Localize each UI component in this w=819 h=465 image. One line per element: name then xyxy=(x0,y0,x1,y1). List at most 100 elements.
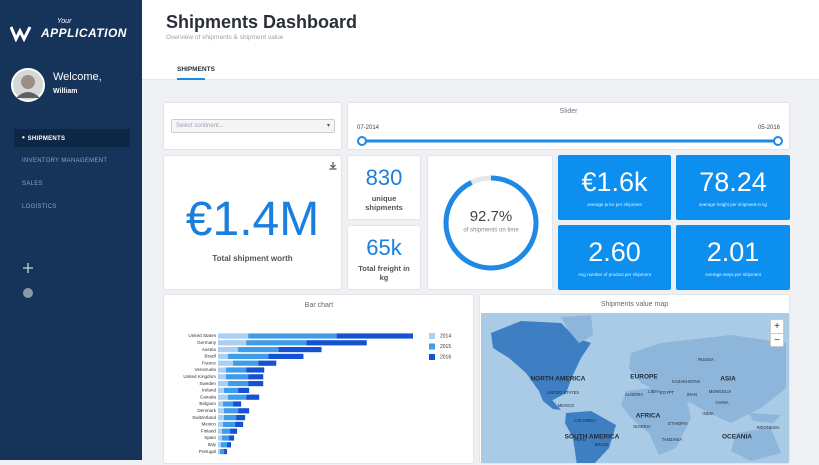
bar xyxy=(233,401,241,406)
bar xyxy=(268,354,303,359)
bar xyxy=(223,422,235,427)
bar xyxy=(238,408,249,413)
tab[interactable]: SHIPMENTS xyxy=(177,66,215,73)
bar xyxy=(224,388,238,393)
map-label: TANZANIA xyxy=(662,437,683,442)
download-icon[interactable] xyxy=(329,162,337,170)
kpi-value: 830 xyxy=(348,165,420,191)
kpi-tile: 78.24average freight per shipment in kg xyxy=(676,155,790,220)
bar xyxy=(218,388,224,393)
sidebar-icons[interactable] xyxy=(21,260,37,302)
bar xyxy=(226,367,246,372)
bar xyxy=(218,333,248,338)
bar xyxy=(218,367,226,372)
bar xyxy=(218,435,222,440)
map-label: AFRICA xyxy=(636,413,661,420)
map-label: KAZAKHSTAN xyxy=(672,379,700,384)
zoom-out[interactable]: − xyxy=(771,333,783,347)
bar xyxy=(235,422,243,427)
legend-swatch xyxy=(429,344,435,350)
map-label: EGYPT xyxy=(660,390,675,395)
bar xyxy=(218,374,226,379)
kpi-tile: €1.6k average price per shipment xyxy=(558,155,671,220)
zoom-in[interactable]: + xyxy=(771,320,783,333)
bar xyxy=(238,388,249,393)
map-label: OCEANIA xyxy=(722,434,752,441)
kpi-panel: 830 unique shipments xyxy=(347,155,421,220)
filter-panel: Select continent...▾ xyxy=(163,102,342,150)
avatar xyxy=(11,68,45,102)
bar xyxy=(228,395,246,400)
gauge-panel: 92.7% of shipments on time xyxy=(427,155,553,290)
kpi-label: Total shipment worth xyxy=(164,254,341,263)
bar xyxy=(230,429,237,434)
legend-label: 2016 xyxy=(440,354,451,360)
nav-item[interactable]: • SHIPMENTS xyxy=(14,129,130,147)
slider[interactable] xyxy=(356,135,784,147)
bar xyxy=(218,422,223,427)
bar xyxy=(218,395,228,400)
y-tick-label: Denmark xyxy=(197,408,216,413)
nav-item[interactable]: INVENTORY MANAGEMENT xyxy=(14,152,130,170)
bar xyxy=(218,347,238,352)
slider-min: 07-2014 xyxy=(357,125,379,131)
continent-select[interactable]: Select continent...▾ xyxy=(171,119,335,133)
map-label: EUROPE xyxy=(630,374,658,381)
kpi-value: 65k xyxy=(348,235,420,261)
bar xyxy=(226,374,248,379)
kpi-label: unique shipments xyxy=(360,194,408,212)
bar xyxy=(337,333,413,338)
map-label: UNITED STATES xyxy=(547,390,580,395)
kpi-tile: 2.60Avg number of product per shipment xyxy=(558,225,671,290)
map-label: ALGERIA xyxy=(625,392,643,397)
bar xyxy=(218,429,222,434)
bar xyxy=(236,415,245,420)
kpi-value: €1.6k xyxy=(558,167,671,198)
bar xyxy=(227,442,231,447)
y-tick-label: Finland xyxy=(201,428,217,433)
map-label: IRAN xyxy=(687,392,697,397)
kpi-panel: €1.4M Total shipment worth xyxy=(163,155,342,290)
bar xyxy=(218,381,228,386)
kpi-value: 2.01 xyxy=(676,237,790,268)
legend-swatch xyxy=(429,354,435,360)
y-tick-label: United States xyxy=(188,333,216,338)
map-label: MEXICO xyxy=(558,403,575,408)
y-tick-label: Sweden xyxy=(199,381,216,386)
tab-underline xyxy=(177,78,205,80)
nav-item[interactable]: LOGISTICS xyxy=(14,198,130,216)
nav-label: SHIPMENTS xyxy=(28,136,66,142)
y-tick-label: Germany xyxy=(197,340,217,345)
bar xyxy=(246,340,306,345)
brand: APPLICATION xyxy=(41,26,127,40)
nav-item[interactable]: SALES xyxy=(14,175,130,193)
bar xyxy=(220,449,224,454)
bar xyxy=(233,361,258,366)
legend-label: 2015 xyxy=(440,344,451,350)
kpi-label: average freight per shipment in kg xyxy=(676,202,790,207)
y-tick-label: Spain xyxy=(204,435,216,440)
y-tick-label: Canada xyxy=(200,394,217,399)
gauge-label: 92.7% xyxy=(470,208,513,225)
bar-chart: Bar chart United StatesGermanyAustriaBra… xyxy=(164,295,475,465)
bar xyxy=(218,354,228,359)
map-label: INDONESIA xyxy=(756,425,779,430)
bar xyxy=(221,442,227,447)
y-tick-label: France xyxy=(202,360,217,365)
kpi-label: average price per shipment xyxy=(558,202,671,207)
bar xyxy=(248,374,263,379)
y-tick-label: United Kingdom xyxy=(183,374,216,379)
y-tick-label: Italy xyxy=(208,442,217,447)
zoom-control: + − xyxy=(770,319,784,347)
page-subtitle: Overview of shipments & shipment value xyxy=(166,34,283,41)
bar xyxy=(228,381,248,386)
map-label: LIBYA xyxy=(648,389,660,394)
bar xyxy=(258,361,276,366)
bar xyxy=(222,435,229,440)
map-panel: Shipments value map RUSSIANORTH AMERICAE… xyxy=(479,294,790,464)
map-label: INDIA xyxy=(702,411,713,416)
map-label: ASIA xyxy=(720,376,736,383)
bar xyxy=(306,340,366,345)
kpi-value: 2.60 xyxy=(558,237,671,268)
map-label: NORTH AMERICA xyxy=(530,376,585,383)
